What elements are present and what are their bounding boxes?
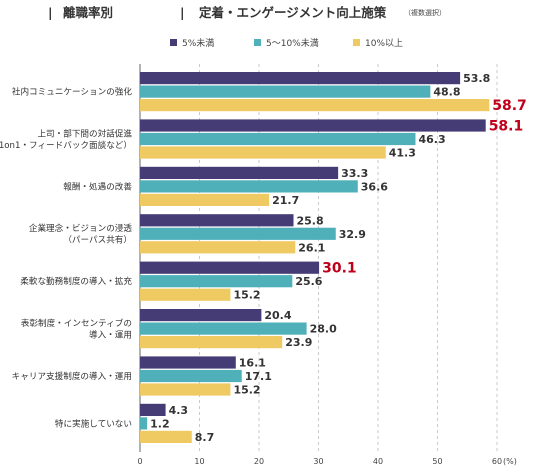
legend-label-0: 5%未満 (182, 37, 214, 49)
category-label-3-1: （パーパス共有） (63, 234, 132, 246)
section-label: 離職率別 (63, 5, 113, 20)
legend-swatch-1 (254, 39, 261, 46)
bar-2-1 (140, 180, 358, 193)
value-label-5-2: 23.9 (285, 336, 312, 349)
value-label-6-2: 15.2 (233, 384, 260, 397)
value-label-2-2: 21.7 (272, 194, 299, 207)
legend-label-2: 10%以上 (365, 38, 403, 49)
value-label-3-1: 32.9 (339, 228, 366, 241)
bar-2-2 (140, 193, 270, 206)
value-label-1-1: 46.3 (418, 133, 445, 146)
category-label-5-1: 導入・運用 (89, 328, 132, 340)
bar-3-0 (140, 214, 294, 227)
value-label-6-1: 17.1 (245, 370, 272, 383)
bar-0-0 (140, 72, 461, 85)
x-tick-50: 50 (432, 457, 442, 466)
bar-5-1 (140, 322, 307, 335)
category-label-5-0: 表彰制度・インセンティブの (21, 317, 132, 329)
category-label-7-0: 特に実施していない (55, 417, 132, 429)
category-label-6-0: キャリア支援制度の導入・運用 (12, 370, 132, 382)
bar-4-2 (140, 288, 231, 301)
chart-title: 定着・エンゲージメント向上施策 (198, 5, 387, 20)
value-labels: 53.848.8 58.7 58.1 46.341.3 33.336.6 21.7 25.8… (150, 72, 527, 444)
value-label-2-1: 36.6 (361, 180, 388, 193)
value-label-7-2: 8.7 (195, 431, 215, 444)
legend-label-1: 5〜10%未満 (266, 37, 319, 49)
value-label-5-0: 20.4 (264, 309, 291, 322)
value-label-3-2: 26.1 (298, 241, 325, 254)
value-label-0-2: 58.7 (492, 98, 527, 114)
bar-1-2 (140, 146, 386, 159)
header-divider-right: | (180, 5, 185, 20)
category-label-0-0: 社内コミュニケーションの強化 (12, 86, 133, 98)
bar-6-0 (140, 356, 236, 369)
header-divider-left: | (48, 5, 53, 20)
x-tick-60: 60 (492, 457, 502, 466)
x-tick-0: 0 (137, 457, 142, 466)
value-label-2-0: 33.3 (341, 167, 368, 180)
bar-3-1 (140, 227, 336, 240)
bar-6-1 (140, 369, 242, 383)
value-label-3-0: 25.8 (297, 214, 324, 227)
x-axis-ticks: 0 10 20 30 40 50 60 (%) (137, 457, 516, 466)
category-labels: 社内コミュニケーションの強化上司・部下間の対話促進（1on1・フィードバック面談… (0, 86, 132, 430)
x-tick-40: 40 (373, 457, 383, 466)
chart-note: （複数選択） (404, 8, 446, 17)
bar-4-1 (140, 275, 293, 288)
value-label-4-2: 15.2 (233, 289, 260, 302)
bar-5-2 (140, 336, 283, 349)
value-label-7-0: 4.3 (169, 404, 189, 417)
bar-7-0 (140, 403, 166, 416)
category-label-3-0: 企業理念・ビジョンの浸透 (29, 222, 133, 234)
bar-7-1 (140, 417, 148, 430)
value-label-0-0: 53.8 (463, 72, 490, 85)
bar-1-1 (140, 132, 416, 146)
value-label-4-1: 25.6 (295, 275, 322, 288)
legend-swatch-2 (353, 39, 360, 46)
bar-3-2 (140, 241, 296, 254)
value-label-1-0: 58.1 (489, 119, 524, 135)
value-label-6-0: 16.1 (239, 357, 266, 370)
x-tick-20: 20 (254, 457, 264, 466)
value-label-1-2: 41.3 (389, 147, 416, 160)
category-label-2-0: 報酬・処遇の改善 (63, 180, 132, 192)
bar-0-1 (140, 85, 431, 98)
bar-7-2 (140, 430, 192, 443)
bar-1-0 (140, 119, 486, 132)
bar-6-2 (140, 383, 231, 396)
legend: 5%未満 5〜10%未満 10%以上 (170, 37, 403, 49)
category-label-1-1: （1on1・フィードバック面談など） (0, 139, 132, 151)
value-label-5-1: 28.0 (310, 323, 337, 336)
bar-5-0 (140, 309, 262, 322)
legend-swatch-0 (170, 39, 177, 46)
value-label-0-1: 48.8 (433, 86, 460, 99)
bar-0-2 (140, 99, 490, 112)
chart-header: | 離職率別 | 定着・エンゲージメント向上施策 （複数選択） (48, 5, 446, 20)
category-label-4-0: 柔軟な勤務制度の導入・拡充 (20, 275, 132, 287)
value-label-4-0: 30.1 (322, 261, 357, 277)
bar-4-0 (140, 261, 320, 274)
bars (140, 72, 490, 443)
value-label-7-1: 1.2 (150, 417, 170, 430)
x-tick-30: 30 (313, 457, 323, 466)
bar-2-0 (140, 166, 339, 179)
category-label-1-0: 上司・部下間の対話促進 (37, 127, 132, 139)
x-axis-unit: (%) (503, 457, 517, 466)
x-tick-10: 10 (194, 457, 204, 466)
